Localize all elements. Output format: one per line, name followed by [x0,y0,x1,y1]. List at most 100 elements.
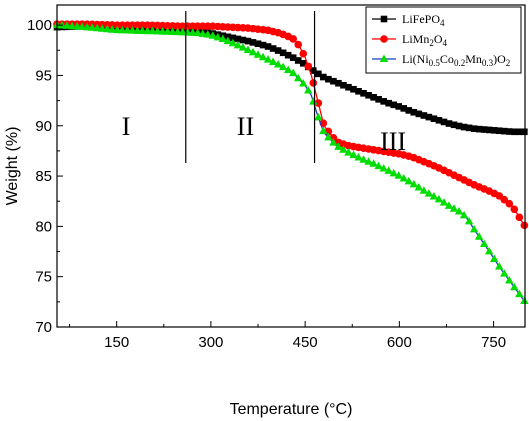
legend-label: LiFePO4 [402,12,445,28]
data-point-triangle [87,23,97,31]
y-axis-title: Weight (%) [4,127,21,206]
data-point-square [450,121,458,129]
data-point-triangle [500,269,509,277]
data-point-square [325,75,332,83]
data-point-square [279,49,287,57]
data-point-square [320,73,327,81]
data-point-square [490,127,498,134]
data-point-triangle [469,224,479,233]
data-point-square [405,107,413,114]
data-point-triangle [389,168,398,177]
data-point-circle [515,213,524,222]
data-point-circle [294,40,303,49]
data-point-triangle [228,38,238,47]
legend-label: LiMn2O4 [402,32,448,48]
data-point-triangle [193,28,202,37]
data-point-square [480,126,488,133]
data-point-square [259,41,267,49]
data-point-triangle [369,159,378,167]
data-point-triangle [484,246,494,255]
data-point-triangle [344,148,353,156]
data-point-square [299,60,307,67]
x-tick-label: 450 [293,334,318,351]
data-point-square [430,115,438,123]
data-point-square [395,103,403,110]
data-point-triangle [334,142,343,150]
data-point-square [470,125,478,132]
data-point-circle [380,35,388,43]
y-tick-label: 70 [35,319,52,336]
x-tick-label: 600 [387,334,412,351]
data-point-square [385,99,392,107]
data-point-triangle [223,36,233,45]
data-point-triangle [459,210,469,219]
data-point-square [505,128,513,135]
data-point-triangle [218,34,228,43]
data-point-triangle [495,262,504,270]
data-point-triangle [439,198,449,206]
data-point-triangle [409,179,419,188]
x-tick-label: 300 [198,334,223,351]
data-point-triangle [98,24,107,32]
data-point-triangle [77,22,87,30]
data-point-square [400,105,408,112]
data-point-square [315,70,322,78]
data-point-square [239,36,247,44]
region-label: II [237,112,254,141]
data-point-triangle [288,68,298,77]
data-point-square [415,110,423,118]
data-point-square [455,122,463,130]
axis-tick-layer: 150 300 450 600 750 70 75 80 85 90 95 100 [27,17,506,351]
data-point-triangle [404,176,413,185]
data-point-triangle [394,171,403,179]
data-point-triangle [359,155,368,163]
data-point-triangle [203,30,212,38]
data-point-triangle [82,22,92,31]
data-point-square [511,128,518,136]
data-point-triangle [490,254,499,263]
data-point-square [229,34,237,42]
data-point-triangle [384,166,393,174]
y-tick-label: 80 [35,218,52,235]
x-tick-label: 750 [481,334,506,351]
legend: LiFePO4 LiMn2O4 Li(Ni0.5Co0.2Mn0.3)O2 [365,6,522,74]
data-point-triangle [278,62,288,71]
data-point-triangle [294,73,303,82]
data-point-triangle [364,157,373,165]
data-point-square [355,87,362,95]
data-point-square [274,47,282,54]
data-point-circle [510,205,519,214]
y-tick-label: 85 [35,168,52,185]
data-point-triangle [258,52,268,61]
data-point-square [390,101,398,109]
data-point-triangle [283,65,293,73]
data-point-square [350,85,357,93]
data-point-square [495,127,503,135]
data-point-triangle [434,194,444,203]
series-layer [52,20,529,304]
data-point-circle [299,49,308,58]
data-point-triangle [263,55,273,63]
data-point-triangle [424,189,434,197]
data-point-triangle [354,152,363,161]
data-point-square [340,81,347,89]
data-point-triangle [329,138,338,146]
data-point-square [254,40,262,48]
data-point-square [360,89,367,97]
data-point-triangle [505,275,514,284]
data-point-square [289,54,297,61]
data-point-triangle [444,201,454,209]
data-point-square [516,128,523,136]
data-point-square [269,45,277,52]
region-label: I [122,112,131,141]
y-tick-label: 75 [35,269,52,286]
y-tick-label: 95 [35,67,52,84]
data-point-triangle [299,79,308,87]
region-divider-layer [185,11,316,163]
data-point-square [365,92,372,99]
data-point-square [375,96,382,103]
data-point-triangle [479,239,489,247]
x-axis-title: Temperature (°C) [230,401,353,418]
